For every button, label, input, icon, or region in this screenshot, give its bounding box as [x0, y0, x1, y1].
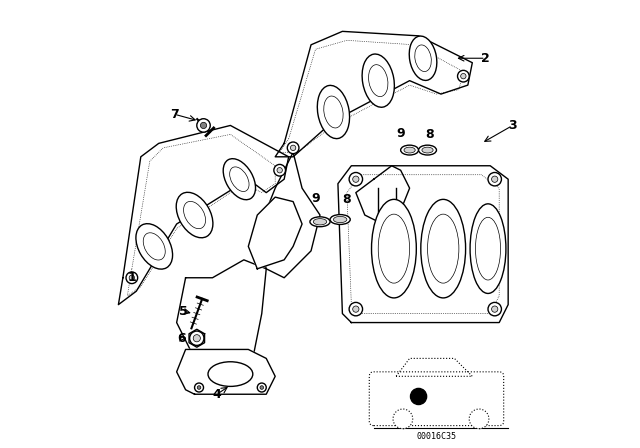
- Circle shape: [193, 335, 200, 342]
- Text: 8: 8: [426, 128, 434, 141]
- Circle shape: [488, 302, 502, 316]
- Circle shape: [197, 119, 210, 132]
- Text: 6: 6: [177, 332, 186, 345]
- Ellipse shape: [333, 216, 347, 223]
- Circle shape: [277, 168, 282, 173]
- Ellipse shape: [476, 217, 500, 280]
- Ellipse shape: [378, 214, 410, 283]
- Circle shape: [410, 388, 427, 405]
- Ellipse shape: [310, 217, 330, 227]
- Polygon shape: [356, 166, 410, 224]
- Ellipse shape: [223, 159, 255, 200]
- Ellipse shape: [404, 147, 415, 153]
- Ellipse shape: [176, 192, 213, 238]
- Circle shape: [126, 272, 138, 284]
- Circle shape: [291, 145, 296, 151]
- Circle shape: [189, 331, 204, 345]
- Polygon shape: [257, 152, 320, 278]
- Circle shape: [349, 172, 362, 186]
- Circle shape: [469, 409, 489, 429]
- Polygon shape: [177, 260, 266, 376]
- Polygon shape: [275, 31, 472, 157]
- Text: 00016C35: 00016C35: [417, 432, 456, 441]
- Circle shape: [458, 70, 469, 82]
- Polygon shape: [248, 197, 302, 269]
- Ellipse shape: [409, 36, 437, 81]
- Circle shape: [195, 383, 204, 392]
- Ellipse shape: [230, 167, 249, 191]
- Ellipse shape: [419, 145, 436, 155]
- Circle shape: [287, 142, 299, 154]
- Circle shape: [129, 275, 134, 280]
- Ellipse shape: [421, 199, 466, 298]
- FancyBboxPatch shape: [369, 372, 504, 426]
- Circle shape: [492, 176, 498, 182]
- Text: 8: 8: [342, 193, 351, 206]
- Text: 2: 2: [481, 52, 490, 65]
- Ellipse shape: [372, 199, 417, 298]
- Circle shape: [274, 164, 285, 176]
- Circle shape: [393, 409, 413, 429]
- Ellipse shape: [314, 219, 327, 225]
- Ellipse shape: [143, 233, 165, 260]
- Polygon shape: [177, 349, 275, 394]
- Circle shape: [349, 302, 362, 316]
- Circle shape: [260, 386, 264, 389]
- Circle shape: [257, 383, 266, 392]
- Ellipse shape: [136, 224, 173, 269]
- Ellipse shape: [330, 215, 350, 224]
- Ellipse shape: [470, 204, 506, 293]
- Text: 5: 5: [179, 305, 188, 318]
- Text: 9: 9: [396, 126, 405, 140]
- Text: 7: 7: [170, 108, 179, 121]
- Ellipse shape: [208, 362, 253, 386]
- Ellipse shape: [428, 214, 459, 283]
- Circle shape: [200, 122, 207, 129]
- Circle shape: [353, 176, 359, 182]
- Ellipse shape: [317, 86, 349, 138]
- Ellipse shape: [401, 145, 419, 155]
- Text: 1: 1: [127, 271, 136, 284]
- Text: 9: 9: [311, 191, 320, 205]
- Ellipse shape: [324, 96, 343, 128]
- Text: 4: 4: [212, 388, 221, 401]
- Circle shape: [461, 73, 466, 79]
- Ellipse shape: [415, 45, 431, 72]
- Ellipse shape: [184, 202, 205, 228]
- Ellipse shape: [422, 147, 433, 153]
- Polygon shape: [118, 125, 289, 305]
- Circle shape: [197, 386, 201, 389]
- Circle shape: [492, 306, 498, 312]
- Ellipse shape: [369, 65, 388, 97]
- Text: 3: 3: [508, 119, 517, 132]
- Ellipse shape: [362, 54, 394, 107]
- Polygon shape: [338, 166, 508, 323]
- Circle shape: [488, 172, 502, 186]
- Circle shape: [353, 306, 359, 312]
